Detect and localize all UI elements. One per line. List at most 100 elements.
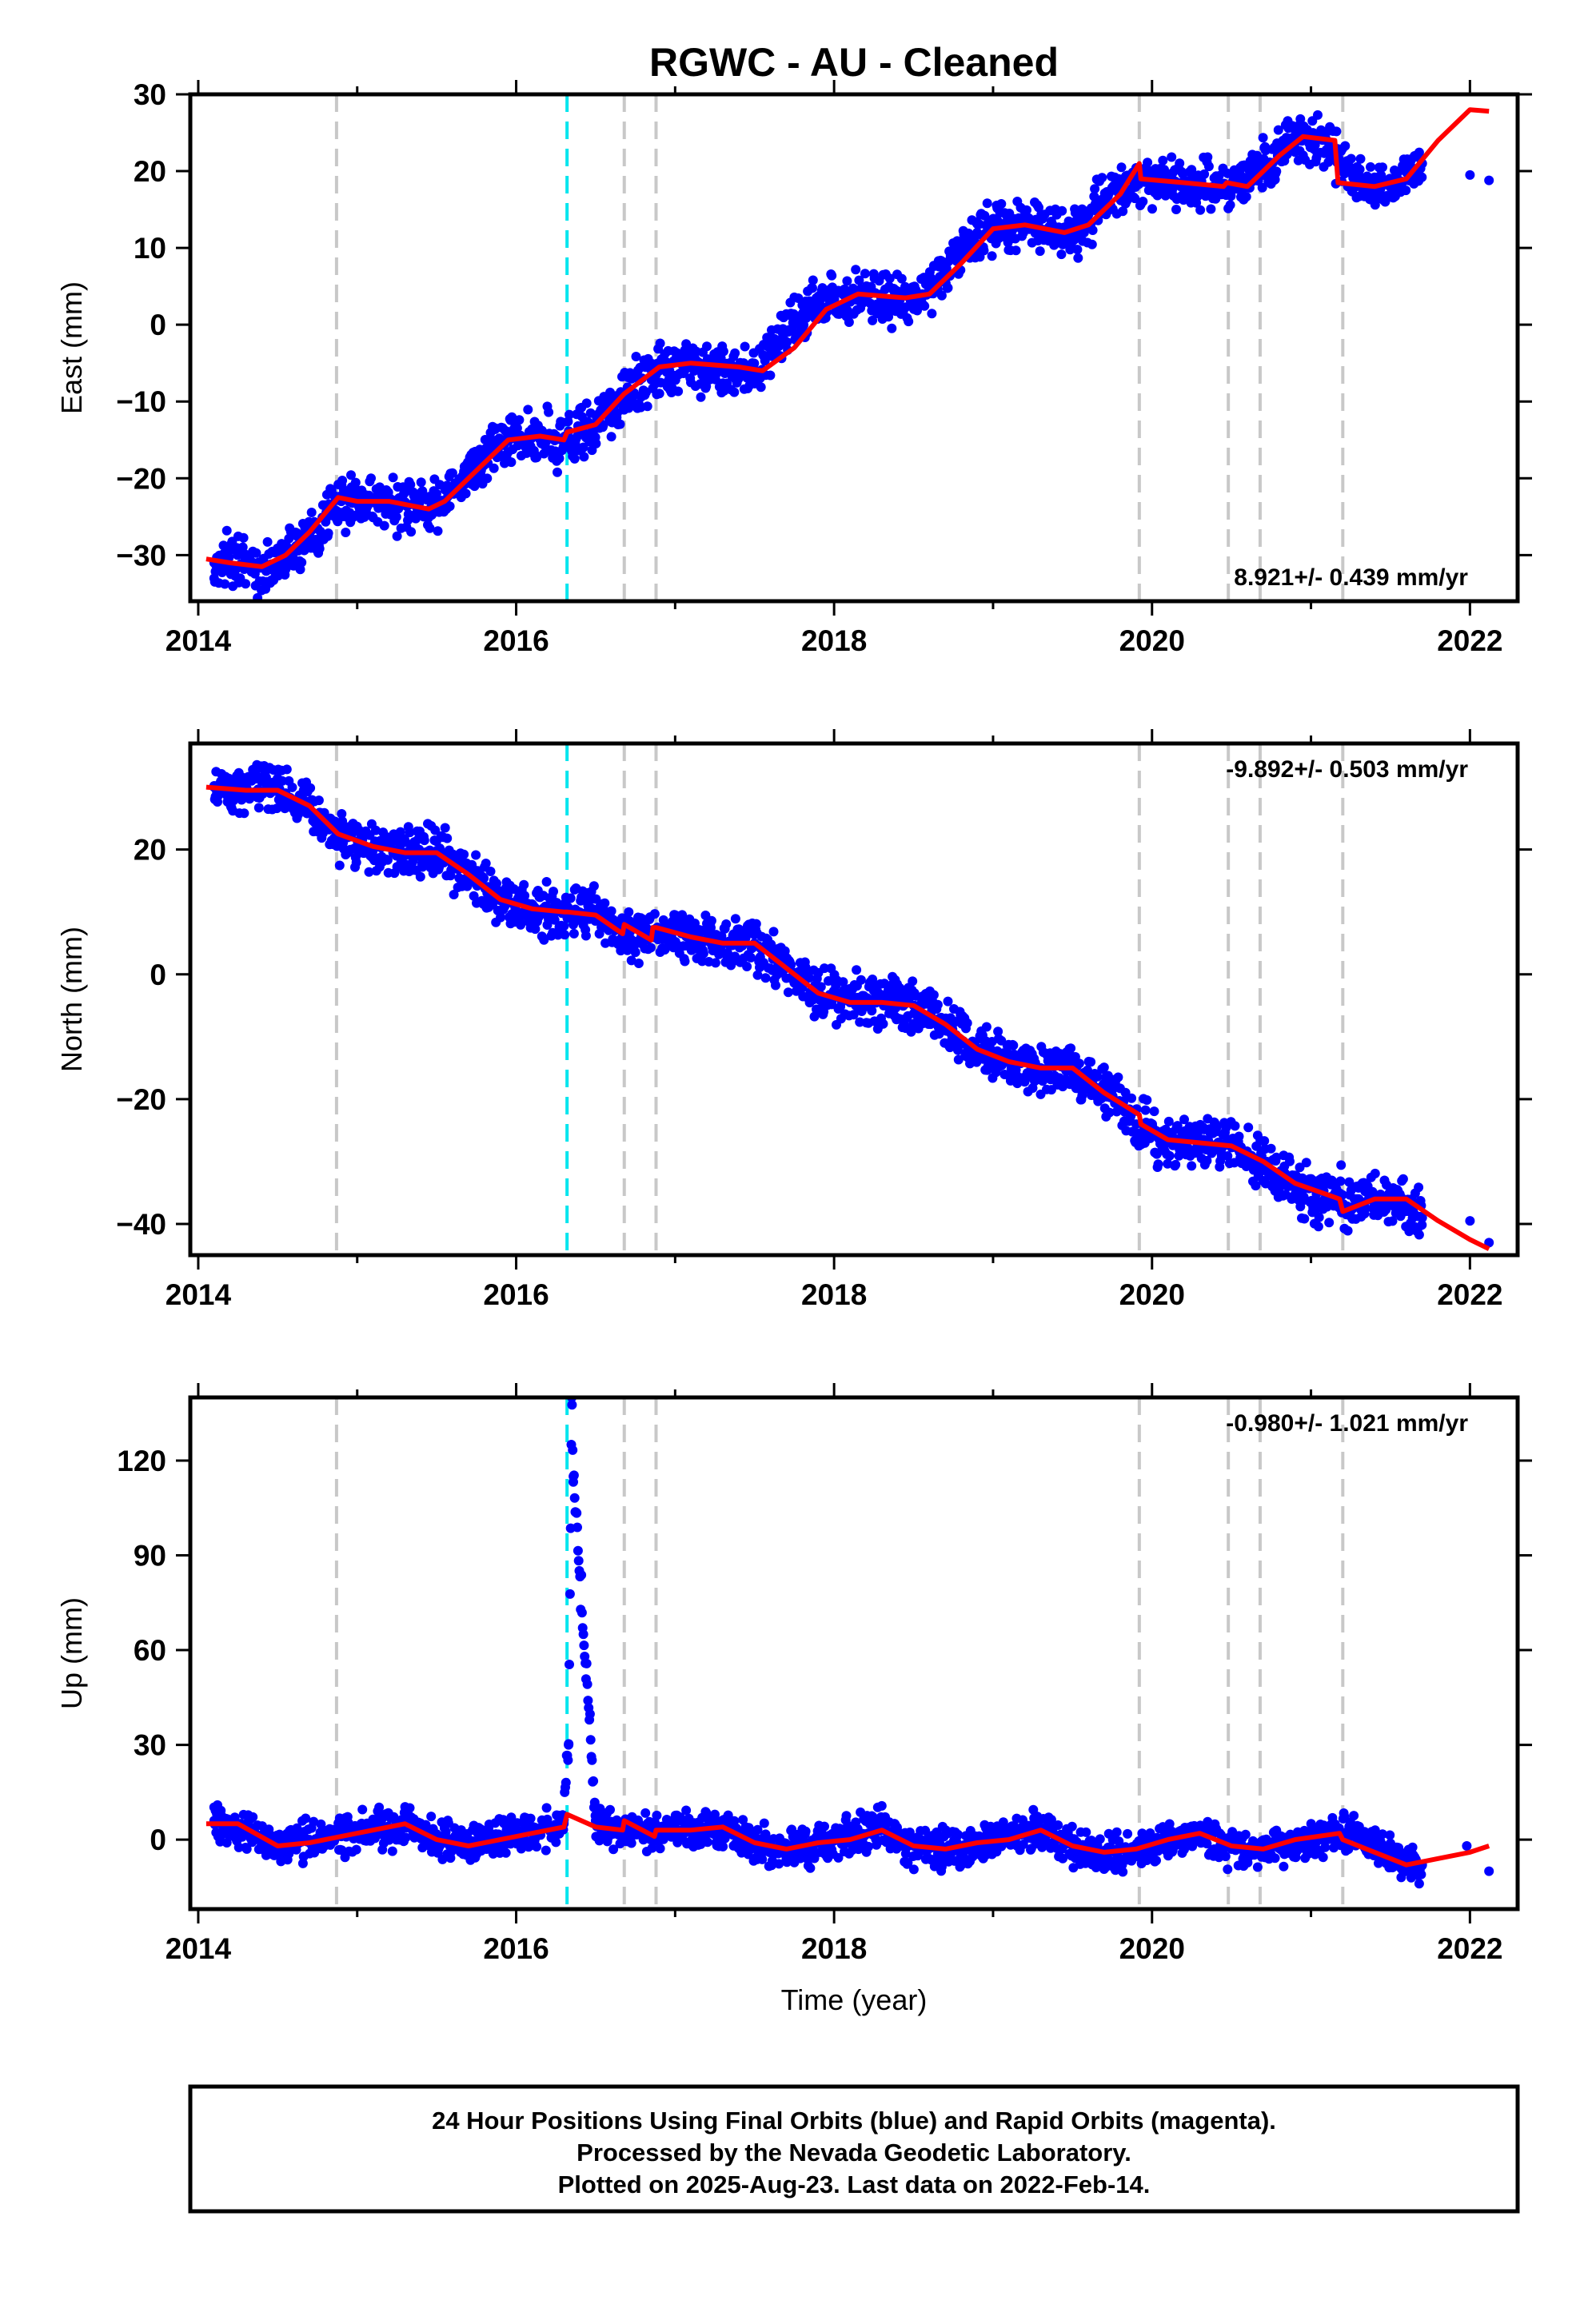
position-dot: [1259, 133, 1268, 142]
position-dot: [1231, 1121, 1240, 1130]
position-dot: [996, 199, 1006, 209]
position-dot: [1167, 153, 1176, 162]
position-dot: [718, 1842, 728, 1852]
position-dot: [579, 452, 589, 461]
y-tick-label: 10: [134, 232, 166, 265]
position-dot: [1171, 205, 1181, 214]
position-point: [813, 297, 823, 306]
position-dot: [904, 317, 913, 326]
position-dot: [702, 341, 712, 351]
position-dot: [1340, 142, 1350, 151]
position-dot: [927, 309, 936, 318]
position-dot: [388, 1847, 397, 1856]
position-dot: [565, 1589, 575, 1599]
position-dot: [568, 1445, 577, 1455]
position-dot: [1267, 1144, 1276, 1154]
position-dot: [541, 1846, 551, 1856]
position-dot: [933, 1000, 943, 1010]
position-dot: [1175, 158, 1184, 168]
position-dot: [707, 916, 716, 926]
position-dot: [719, 347, 728, 357]
position-dot: [573, 1546, 583, 1556]
position-dot: [742, 962, 752, 971]
position-dot: [565, 1660, 574, 1669]
position-dot: [553, 468, 562, 477]
position-dot: [844, 317, 854, 327]
position-dot: [441, 823, 450, 833]
position-dot: [879, 1019, 888, 1029]
position-dot: [864, 1842, 873, 1852]
position-dot: [631, 947, 640, 957]
position-point: [1465, 1216, 1474, 1226]
position-dot: [757, 1855, 767, 1864]
position-dot: [1356, 154, 1366, 164]
position-dot: [1235, 1132, 1244, 1142]
position-dot: [765, 371, 775, 381]
position-dot: [570, 1493, 580, 1503]
position-dot: [801, 1827, 811, 1836]
position-dot: [433, 526, 443, 536]
position-dot: [920, 301, 929, 311]
position-dot: [585, 1709, 595, 1719]
position-dot: [711, 958, 720, 967]
position-dot: [1204, 161, 1214, 171]
position-dot: [570, 454, 580, 464]
position-dot: [673, 387, 683, 397]
position-dot: [357, 1805, 367, 1815]
position-dot: [1226, 200, 1235, 209]
position-dot: [461, 488, 471, 498]
position-dot: [842, 1811, 852, 1820]
position-dot: [489, 464, 499, 473]
position-dot: [239, 808, 249, 818]
position-dot: [586, 1735, 596, 1744]
position-dot: [587, 1756, 596, 1765]
position-dot: [307, 508, 317, 517]
position-dot: [805, 1864, 815, 1873]
y-axis-title: East (mm): [55, 281, 88, 414]
position-dot: [566, 894, 576, 903]
position-dot: [656, 339, 665, 349]
position-dot: [650, 909, 660, 919]
x-tick-label: 2018: [801, 624, 867, 657]
position-dot: [239, 533, 249, 543]
position-dot: [1313, 110, 1323, 120]
x-tick-label: 2018: [801, 1278, 867, 1311]
position-dot: [1243, 1122, 1253, 1132]
position-dot: [1315, 1213, 1324, 1222]
x-tick-label: 2014: [166, 624, 232, 657]
position-dot: [352, 1845, 361, 1855]
position-dot: [887, 324, 896, 333]
x-tick-label: 2022: [1437, 1278, 1502, 1311]
position-dot: [459, 850, 469, 859]
position-dot: [756, 382, 766, 392]
position-dot: [420, 835, 429, 845]
position-dot: [501, 1848, 511, 1858]
position-dot: [577, 1570, 586, 1580]
position-dot: [1195, 205, 1205, 215]
position-dot: [561, 1778, 571, 1788]
position-dot: [1011, 245, 1021, 255]
x-tick-label: 2014: [166, 1278, 232, 1311]
position-dot: [481, 859, 491, 868]
position-dot: [842, 277, 852, 286]
position-dot: [1242, 192, 1251, 201]
position-dot: [405, 1804, 415, 1813]
position-dot: [1113, 1073, 1123, 1082]
position-point: [1484, 176, 1494, 185]
position-dot: [1143, 157, 1152, 167]
position-dot: [582, 1659, 592, 1668]
position-dot: [1324, 1218, 1334, 1227]
position-dot: [877, 1801, 887, 1811]
position-dot: [908, 976, 917, 986]
position-dot: [523, 405, 533, 414]
position-dot: [1355, 165, 1365, 174]
position-dot: [335, 861, 345, 871]
position-dot: [1164, 1117, 1174, 1126]
position-dot: [1165, 1151, 1175, 1161]
position-dot: [624, 907, 633, 917]
position-dot: [1336, 1160, 1346, 1170]
position-dot: [380, 521, 389, 531]
position-dot: [983, 198, 992, 208]
position-dot: [282, 764, 292, 774]
